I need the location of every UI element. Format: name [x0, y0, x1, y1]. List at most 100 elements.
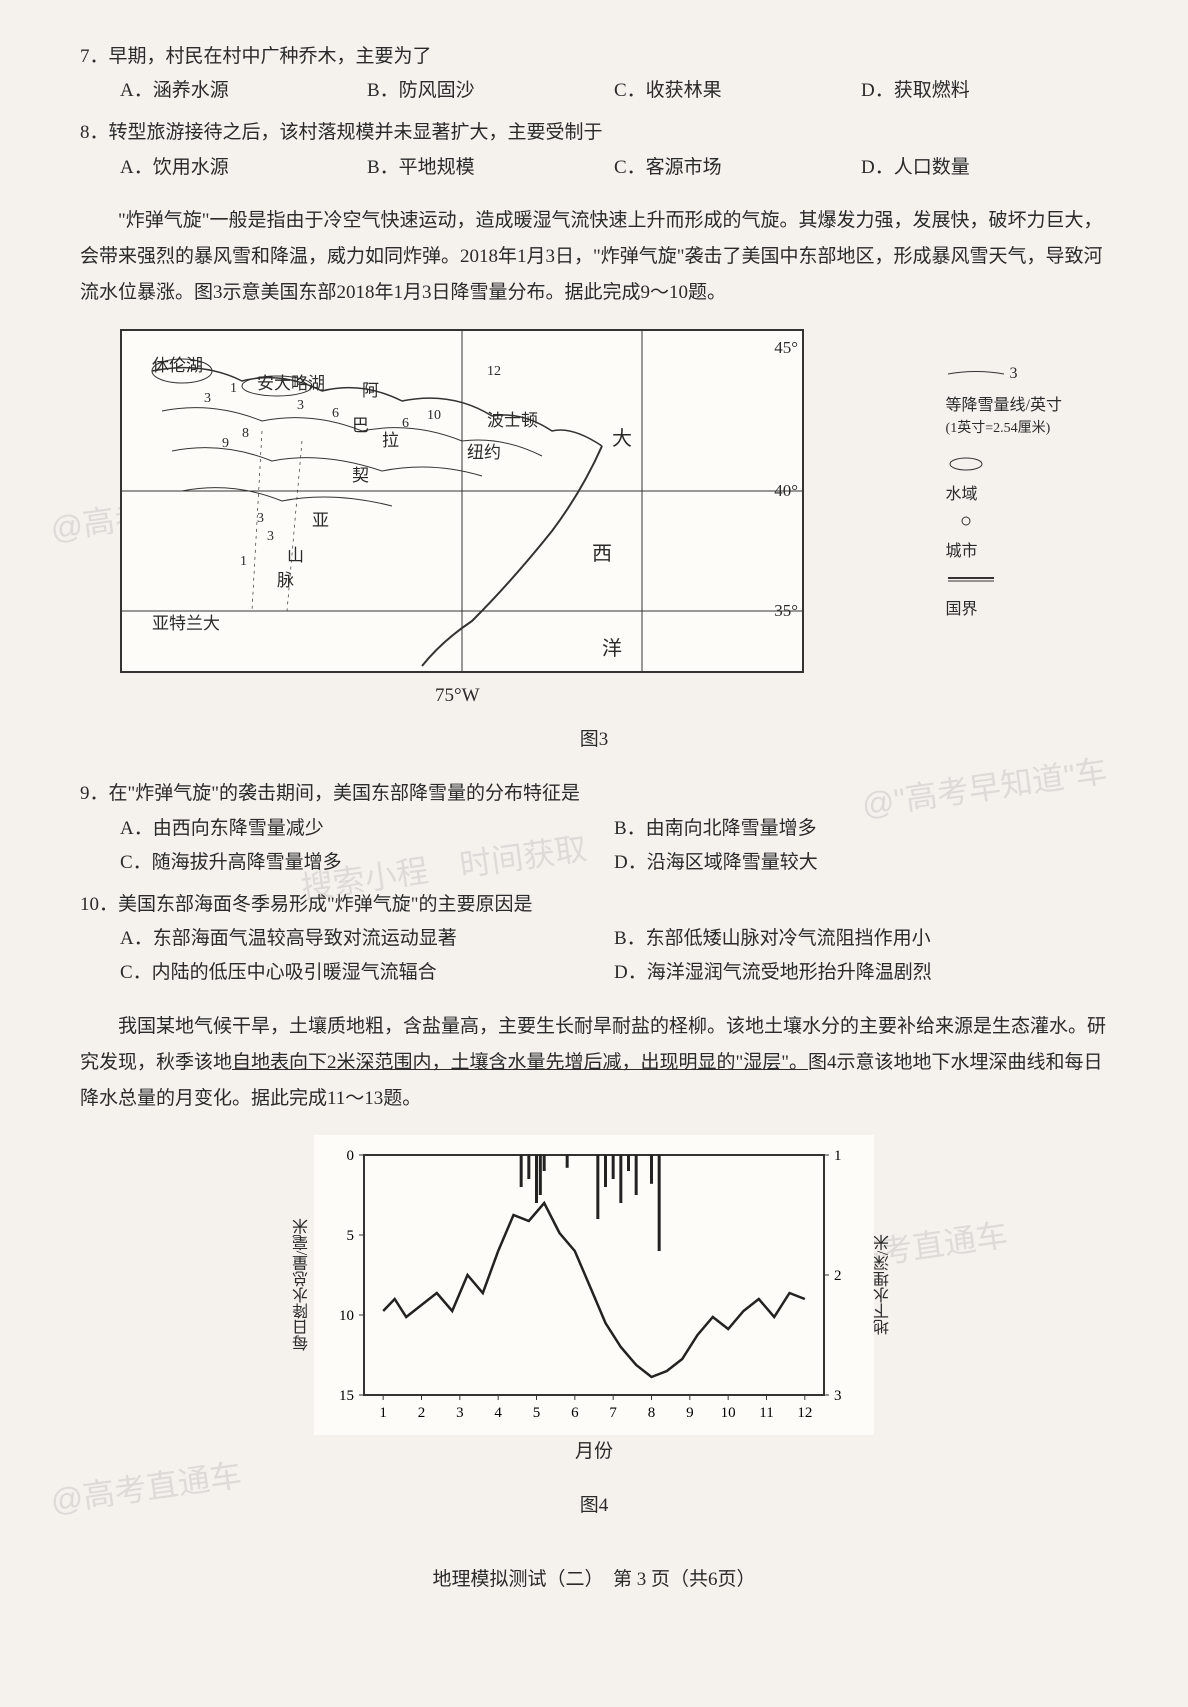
q10-text: 10．美国东部海面冬季易形成"炸弹气旋"的主要原因是	[80, 888, 1108, 922]
p2-underline: 自地表向下2米深范围内，土壤含水量先增后减，出现明显的"湿层"。	[232, 1052, 808, 1073]
map-erie: 安大略湖	[257, 369, 325, 400]
q7-text: 7．早期，村民在村中广种乔木，主要为了	[80, 40, 1108, 74]
q10-opt-b: B．东部低矮山脉对冷气流阻挡作用小	[614, 922, 1108, 956]
cv: 3	[267, 524, 274, 549]
chart-svg: 051015123123456789101112	[314, 1135, 874, 1435]
q9-opt-b: B．由南向北降雪量增多	[614, 812, 1108, 846]
legend-contour-label: 等降雪量线/英寸	[946, 393, 1062, 419]
q9-text: 9．在"炸弹气旋"的袭击期间，美国东部降雪量的分布特征是	[80, 777, 1108, 811]
figure-4-chart: 051015123123456789101112 每日降水总量/毫米 地下水埋深…	[314, 1135, 874, 1435]
map-legend: 3 等降雪量线/英寸 (1英寸=2.54厘米) 水域 城市 国界	[946, 361, 1062, 622]
map-app4: 契	[352, 461, 369, 492]
q9-options: A．由西向东降雪量减少 B．由南向北降雪量增多 C．随海拔升高降雪量增多 D．沿…	[80, 812, 1108, 880]
question-7: 7．早期，村民在村中广种乔木，主要为了 A．涵养水源 B．防风固沙 C．收获林果…	[80, 40, 1108, 108]
svg-text:5: 5	[533, 1405, 541, 1421]
svg-text:3: 3	[456, 1405, 464, 1421]
svg-text:10: 10	[339, 1308, 354, 1324]
svg-text:1: 1	[379, 1405, 387, 1421]
svg-text:11: 11	[759, 1405, 773, 1421]
svg-text:15: 15	[339, 1388, 354, 1404]
cv: 10	[427, 403, 441, 428]
map-app1: 阿	[362, 376, 379, 407]
q7-opt-c: C．收获林果	[614, 74, 861, 108]
q10-opt-d: D．海洋湿润气流受地形抬升降温剧烈	[614, 956, 1108, 990]
q8-text: 8．转型旅游接待之后，该村落规模并未显著扩大，主要受制于	[80, 116, 1108, 150]
q10-options: A．东部海面气温较高导致对流运动显著 B．东部低矮山脉对冷气流阻挡作用小 C．内…	[80, 922, 1108, 990]
q10-opt-c: C．内陆的低压中心吸引暖湿气流辐合	[120, 956, 614, 990]
figure-3-container: 休伦湖 安大略湖 阿 巴 拉 契 亚 山 脉 亚特兰大 纽约 波士顿 大 西 洋…	[80, 329, 1108, 713]
map-atlanta: 亚特兰大	[152, 609, 220, 640]
svg-text:3: 3	[834, 1388, 842, 1404]
chart-y2-label: 地下水埋深/米	[870, 1235, 899, 1335]
q9-opt-c: C．随海拔升高降雪量增多	[120, 846, 614, 880]
q8-opt-a: A．饮用水源	[120, 151, 367, 185]
cv: 6	[332, 401, 339, 426]
svg-text:7: 7	[609, 1405, 617, 1421]
q9-opt-d: D．沿海区域降雪量较大	[614, 846, 1108, 880]
svg-text:6: 6	[571, 1405, 579, 1421]
svg-text:4: 4	[494, 1405, 502, 1421]
q10-opt-a: A．东部海面气温较高导致对流运动显著	[120, 922, 614, 956]
svg-text:9: 9	[686, 1405, 694, 1421]
q7-opt-d: D．获取燃料	[861, 74, 1108, 108]
question-10: 10．美国东部海面冬季易形成"炸弹气旋"的主要原因是 A．东部海面气温较高导致对…	[80, 888, 1108, 991]
cv: 1	[230, 376, 237, 401]
map-app5: 亚	[312, 506, 329, 537]
lat40: 40°	[774, 476, 798, 507]
svg-text:5: 5	[347, 1228, 355, 1244]
q7-opt-b: B．防风固沙	[367, 74, 614, 108]
map-ny: 纽约	[467, 438, 501, 469]
cv: 9	[222, 431, 229, 456]
q7-options: A．涵养水源 B．防风固沙 C．收获林果 D．获取燃料	[80, 74, 1108, 108]
map-app2: 巴	[352, 411, 369, 442]
legend-contour-note: (1英寸=2.54厘米)	[946, 418, 1062, 440]
legend-city-label: 城市	[946, 539, 1062, 565]
map-atl2: 西	[592, 536, 612, 572]
legend-border-label: 国界	[946, 597, 1062, 623]
passage-2: 我国某地气候干旱，土壤质地粗，含盐量高，主要生长耐旱耐盐的柽柳。该地土壤水分的主…	[80, 1009, 1108, 1117]
chart-x-label: 月份	[80, 1435, 1108, 1469]
legend-water	[946, 451, 1062, 477]
fig4-caption: 图4	[80, 1489, 1108, 1523]
map-lon75: 75°W	[435, 679, 1108, 713]
q7-opt-a: A．涵养水源	[120, 74, 367, 108]
map-app3: 拉	[382, 426, 399, 457]
question-8: 8．转型旅游接待之后，该村落规模并未显著扩大，主要受制于 A．饮用水源 B．平地…	[80, 116, 1108, 184]
q8-opt-d: D．人口数量	[861, 151, 1108, 185]
map-figure: 休伦湖 安大略湖 阿 巴 拉 契 亚 山 脉 亚特兰大 纽约 波士顿 大 西 洋…	[120, 329, 804, 673]
svg-text:10: 10	[721, 1405, 736, 1421]
cv: 8	[242, 421, 249, 446]
map-atl1: 大	[612, 421, 632, 457]
cv: 1	[240, 549, 247, 574]
svg-text:2: 2	[834, 1268, 842, 1284]
page-footer: 地理模拟测试（二） 第 3 页（共6页）	[80, 1563, 1108, 1597]
q9-opt-a: A．由西向东降雪量减少	[120, 812, 614, 846]
cv: 12	[487, 359, 501, 384]
legend-contour-val: 3	[1010, 365, 1018, 382]
map-svg	[122, 331, 802, 671]
map-range: 脉	[277, 566, 294, 597]
legend-contour: 3	[946, 361, 1062, 387]
legend-city	[946, 508, 1062, 534]
chart-y1-label: 每日降水总量/毫米	[289, 1219, 318, 1351]
cv: 3	[204, 386, 211, 411]
svg-text:1: 1	[834, 1148, 842, 1164]
svg-text:2: 2	[418, 1405, 426, 1421]
map-atl3: 洋	[602, 631, 622, 667]
legend-border	[946, 565, 1062, 591]
q8-options: A．饮用水源 B．平地规模 C．客源市场 D．人口数量	[80, 151, 1108, 185]
q8-opt-c: C．客源市场	[614, 151, 861, 185]
map-boston: 波士顿	[487, 406, 538, 437]
lat35: 35°	[774, 596, 798, 627]
fig3-caption: 图3	[80, 723, 1108, 757]
lat45: 45°	[774, 333, 798, 364]
cv: 6	[402, 411, 409, 436]
passage-1: "炸弹气旋"一般是指由于冷空气快速运动，造成暖湿气流快速上升而形成的气旋。其爆发…	[80, 203, 1108, 311]
q8-opt-b: B．平地规模	[367, 151, 614, 185]
svg-text:0: 0	[347, 1148, 355, 1164]
cv: 3	[297, 393, 304, 418]
cv: 3	[257, 506, 264, 531]
map-lake: 休伦湖	[152, 351, 203, 382]
svg-text:12: 12	[797, 1405, 812, 1421]
legend-water-label: 水域	[946, 482, 1062, 508]
